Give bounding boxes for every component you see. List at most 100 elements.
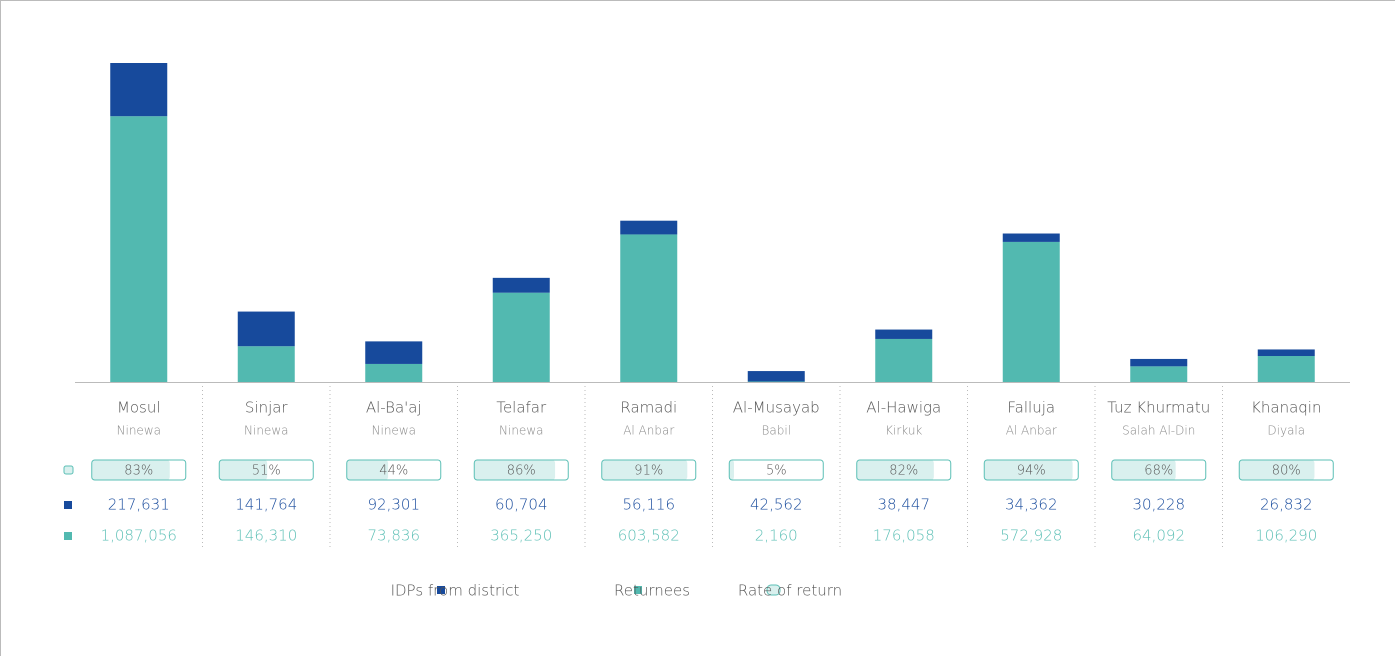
- governorate-label: Al Anbar: [1006, 424, 1057, 438]
- idp-value: 217,631: [108, 496, 170, 514]
- idp-icon: [64, 501, 72, 509]
- rate-pill: [1111, 459, 1207, 481]
- bar-segment: [237, 346, 295, 382]
- returnee-value: 64,092: [1133, 527, 1186, 545]
- bar-segment: [365, 341, 423, 364]
- rate-pill: [728, 459, 824, 481]
- idp-value: 30,228: [1133, 496, 1186, 514]
- bar-segment: [110, 63, 168, 117]
- idp-value: 141,764: [235, 496, 297, 514]
- idp-value: 60,704: [495, 496, 548, 514]
- returnee-value: 603,582: [618, 527, 680, 545]
- bar-segment: [1130, 366, 1188, 382]
- governorate-label: Ninewa: [372, 424, 416, 438]
- rate-pill: [601, 459, 697, 481]
- rate-label: 94%: [1017, 464, 1046, 479]
- rate-pill: [346, 459, 442, 481]
- rate-label: 51%: [252, 464, 281, 479]
- returnee-value: 146,310: [235, 527, 297, 545]
- district-label: Ramadi: [620, 399, 677, 417]
- rate-fill: [729, 460, 734, 480]
- district-label: Tuz Khurmatu: [1107, 399, 1210, 417]
- bar-segment: [365, 363, 423, 382]
- governorate-label: Kirkuk: [885, 424, 922, 438]
- rate-fill: [346, 460, 389, 480]
- rate-pill: [473, 459, 569, 481]
- governorate-label: Ninewa: [499, 424, 543, 438]
- bar-segment: [110, 116, 168, 382]
- idp-value: 38,447: [878, 496, 931, 514]
- rate-pill: [218, 459, 314, 481]
- rate-icon: [63, 465, 74, 475]
- legend-label: IDPs from district: [391, 582, 520, 600]
- rate-fill: [219, 460, 268, 480]
- bar-segment: [875, 338, 933, 382]
- district-label: Telafar: [496, 399, 547, 417]
- rate-label: 86%: [507, 464, 536, 479]
- bar-segment: [492, 277, 550, 293]
- district-label: Al-Musayab: [733, 399, 820, 417]
- bar-segment: [1257, 356, 1315, 382]
- bar-segment: [1002, 241, 1060, 382]
- district-label: Al-Ba'aj: [366, 399, 422, 417]
- rate-fill: [856, 460, 934, 480]
- idp-value: 34,362: [1005, 496, 1058, 514]
- rate-fill: [91, 460, 170, 480]
- rate-pill: [983, 459, 1079, 481]
- rate-pill: [91, 459, 187, 481]
- bar-segment: [620, 220, 678, 235]
- legend-swatch: [437, 586, 445, 594]
- governorate-label: Salah Al-Din: [1122, 424, 1195, 438]
- rate-label: 91%: [634, 464, 663, 479]
- district-label: Al-Hawiga: [866, 399, 941, 417]
- district-label: Sinjar: [245, 399, 289, 417]
- governorate-label: Ninewa: [117, 424, 161, 438]
- district-label: Falluja: [1007, 399, 1055, 417]
- rate-label: 5%: [766, 464, 787, 479]
- governorate-label: Babil: [762, 424, 792, 438]
- rate-label: 83%: [124, 464, 153, 479]
- bar-segment: [1257, 349, 1315, 357]
- bar-segment: [1130, 358, 1188, 367]
- returnee-icon: [64, 532, 72, 540]
- rate-pill: [1238, 459, 1334, 481]
- returnee-value: 106,290: [1255, 527, 1317, 545]
- returnee-value: 365,250: [490, 527, 552, 545]
- idp-value: 26,832: [1260, 496, 1313, 514]
- rate-label: 82%: [889, 464, 918, 479]
- bar-segment: [492, 292, 550, 382]
- rate-pill: [856, 459, 952, 481]
- rate-label: 80%: [1272, 464, 1301, 479]
- idp-value: 56,116: [623, 496, 676, 514]
- idp-value: 42,562: [750, 496, 803, 514]
- governorate-label: Ninewa: [244, 424, 288, 438]
- returnee-value: 1,087,056: [101, 527, 177, 545]
- bar-segment: [875, 329, 933, 339]
- legend-swatch: [634, 586, 642, 594]
- returnee-value: 73,836: [368, 527, 421, 545]
- rate-label: 44%: [379, 464, 408, 479]
- bar-segment: [747, 371, 805, 382]
- rate-label: 68%: [1144, 464, 1173, 479]
- rate-fill: [984, 460, 1073, 480]
- idp-value: 92,301: [368, 496, 421, 514]
- rate-fill: [601, 460, 688, 480]
- governorate-label: Al Anbar: [623, 424, 674, 438]
- bar-segment: [237, 311, 295, 347]
- rate-fill: [1239, 460, 1315, 480]
- returnee-value: 2,160: [755, 527, 798, 545]
- district-label: Mosul: [117, 399, 161, 417]
- legend-swatch: [766, 584, 781, 596]
- legend-label: Rate of return: [738, 582, 842, 600]
- governorate-label: Diyala: [1267, 424, 1305, 438]
- returnee-value: 176,058: [873, 527, 935, 545]
- rate-fill: [1111, 460, 1176, 480]
- rate-fill: [474, 460, 556, 480]
- bar-segment: [620, 234, 678, 382]
- bar-segment: [1002, 233, 1060, 242]
- district-label: Khanaqin: [1251, 399, 1321, 417]
- legend-label: Returnees: [614, 582, 690, 600]
- returnee-value: 572,928: [1000, 527, 1062, 545]
